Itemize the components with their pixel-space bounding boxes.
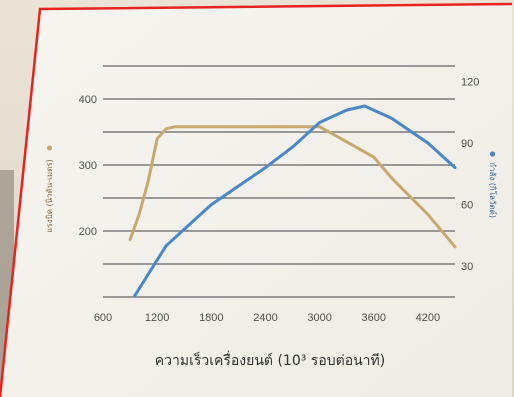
left-axis-label-group: แรงบิด (นิวตัน-เมตร): [45, 145, 54, 233]
torque-series-line: [128, 125, 457, 249]
left-tick-label: 300: [79, 160, 97, 172]
power-legend-dot: [489, 151, 496, 157]
chart-panel: [0, 4, 512, 397]
left-tick-label: 200: [79, 226, 97, 238]
x-tick-label: 600: [94, 312, 112, 324]
series-layer: [128, 104, 457, 298]
left-tick-label: 400: [79, 94, 97, 106]
right-tick-label: 120: [461, 76, 479, 88]
torque-legend-dot: [46, 145, 53, 151]
x-tick-label: 3000: [307, 312, 331, 324]
x-axis-title: ความเร็วเครื่องยนต์ (10³ รอบต่อนาที): [155, 351, 386, 369]
x-axis-ticks: 600 1200 1800 2400 3000 3600 4200: [94, 312, 440, 324]
right-axis-label-group: กำลัง (กิโลวัตต์): [488, 151, 498, 218]
right-tick-label: 30: [461, 261, 473, 273]
power-series-line: [133, 104, 457, 298]
x-tick-label: 4200: [416, 312, 440, 324]
x-tick-label: 1200: [145, 312, 169, 324]
gridlines: [103, 65, 455, 298]
right-axis-ticks: 30 60 90 120: [461, 76, 479, 273]
left-axis-ticks: 200 300 400: [79, 94, 97, 238]
x-tick-label: 1800: [199, 312, 223, 324]
right-tick-label: 90: [461, 138, 473, 150]
x-tick-label: 2400: [253, 312, 277, 324]
left-axis-label: แรงบิด (นิวตัน-เมตร): [45, 159, 54, 232]
x-tick-label: 3600: [362, 312, 386, 324]
right-tick-label: 60: [461, 200, 473, 212]
right-axis-label: กำลัง (กิโลวัตต์): [488, 162, 498, 218]
